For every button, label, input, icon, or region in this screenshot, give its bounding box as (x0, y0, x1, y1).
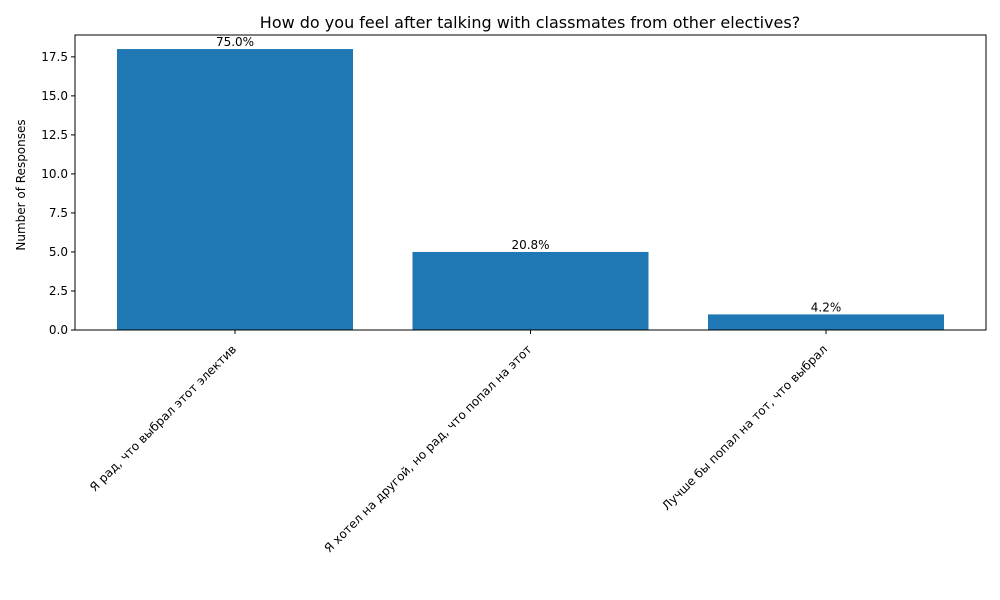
bar (412, 251, 649, 330)
chart-title: How do you feel after talking with class… (260, 13, 800, 32)
data-label: 75.0% (216, 35, 254, 49)
x-tick-label: Лучше бы попал на тот, что выбрал (659, 342, 830, 513)
bar (708, 314, 944, 330)
plot-frame (74, 34, 987, 331)
bar (117, 49, 353, 331)
y-tick-label: 0.0 (49, 323, 68, 337)
data-label: 4.2% (811, 300, 842, 314)
x-tick-label: Я рад, что выбрал этот электив (87, 342, 239, 494)
plot-area: 0.0 2.5 5.0 7.5 10.0 12.5 15.0 17.5 75.0% Я рад, … (41, 35, 944, 555)
data-label: 20.8% (511, 238, 549, 252)
x-tick-label: Я хотел на другой, но рад, что попал на … (321, 342, 534, 555)
y-tick-label: 12.5 (41, 128, 68, 142)
y-tick-label: 7.5 (49, 206, 68, 220)
y-tick-label: 10.0 (41, 167, 68, 181)
y-tick-label: 5.0 (49, 245, 68, 259)
y-axis-label: Number of Responses (14, 119, 28, 250)
y-tick-label: 2.5 (49, 284, 68, 298)
y-tick-label: 17.5 (41, 50, 68, 64)
y-tick-label: 15.0 (41, 89, 68, 103)
